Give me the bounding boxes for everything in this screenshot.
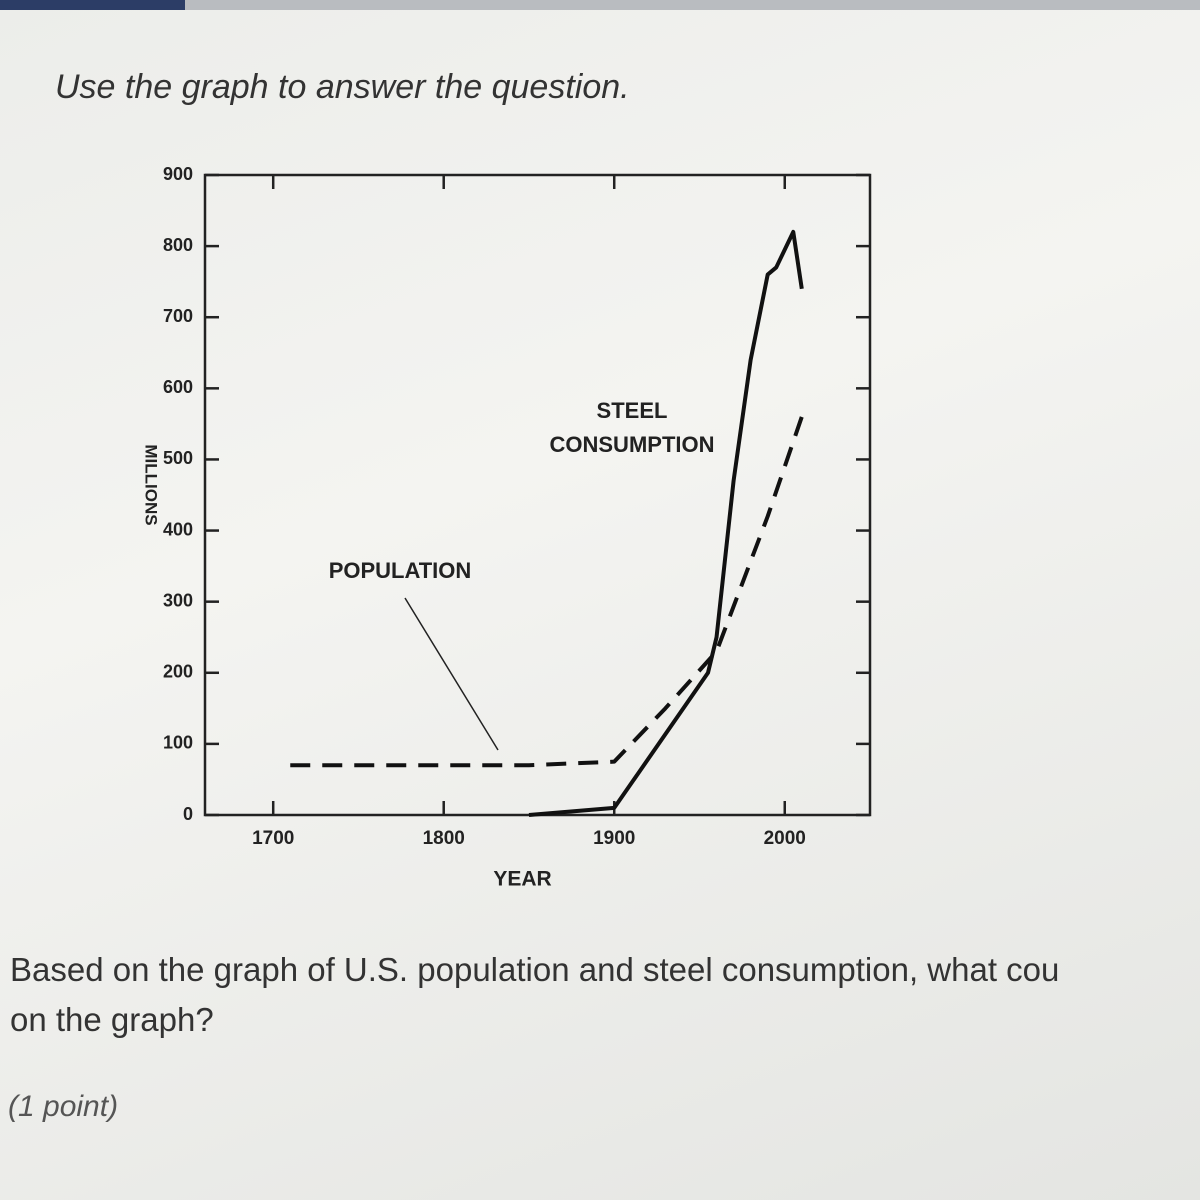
y-tick-label: 700 bbox=[163, 306, 193, 326]
question: Based on the graph of U.S. population an… bbox=[10, 945, 1059, 1045]
y-tick-label: 800 bbox=[163, 235, 193, 255]
x-tick-label: 1700 bbox=[252, 828, 294, 849]
y-tick-label: 0 bbox=[183, 804, 193, 824]
instruction: Use the graph to answer the question. bbox=[55, 68, 630, 106]
data-line bbox=[290, 416, 804, 768]
x-tick-label: 1900 bbox=[593, 828, 635, 849]
points: (1 point) bbox=[8, 1090, 119, 1123]
series-label: POPULATION bbox=[329, 558, 472, 583]
question-line: Based on the graph of U.S. population an… bbox=[10, 951, 1060, 988]
x-tick-label: 1800 bbox=[423, 828, 465, 849]
y-tick-label: 300 bbox=[163, 590, 193, 610]
y-axis-label: MILLIONS bbox=[142, 444, 161, 525]
chart: 0 100 200 300 400 500 600 700 800 900 1700 1800 1900… bbox=[142, 164, 872, 891]
y-tick-label: 200 bbox=[163, 662, 193, 682]
y-tick-label: 100 bbox=[163, 733, 193, 753]
series-label: STEEL CONSUMPTION bbox=[550, 398, 715, 457]
leader-line bbox=[404, 597, 499, 751]
data-line bbox=[528, 229, 804, 817]
y-tick-label: 400 bbox=[163, 519, 193, 539]
y-tick-label: 500 bbox=[163, 448, 193, 468]
top-bar bbox=[0, 0, 1200, 10]
y-tick-label: 900 bbox=[163, 164, 193, 184]
top-bar-tab bbox=[0, 0, 185, 10]
y-tick-label: 600 bbox=[163, 377, 193, 397]
question-line: on the graph? bbox=[10, 1001, 214, 1038]
x-axis-label: YEAR bbox=[493, 868, 551, 891]
x-tick-label: 2000 bbox=[764, 828, 806, 849]
